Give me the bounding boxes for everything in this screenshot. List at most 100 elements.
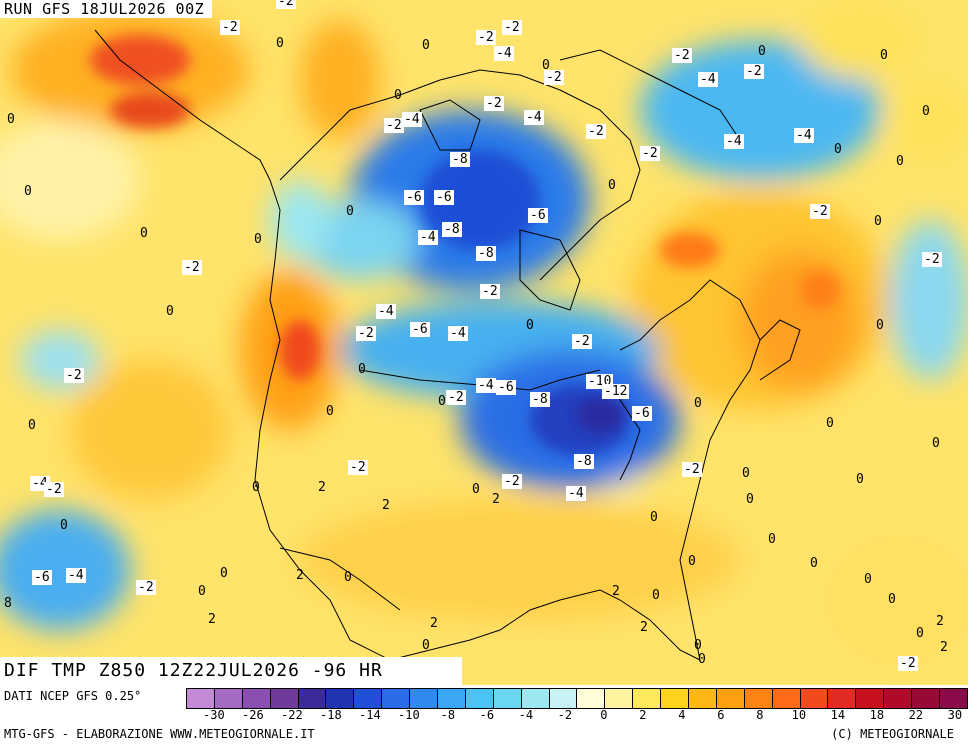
color-scale-bar <box>186 688 968 709</box>
contour-label: 0 <box>422 638 430 653</box>
contour-label: -2 <box>502 20 522 35</box>
contour-label: 0 <box>28 418 36 433</box>
contour-label: 2 <box>612 584 620 599</box>
color-swatch <box>549 689 578 708</box>
contour-label: 0 <box>276 36 284 51</box>
contour-label: -4 <box>376 304 396 319</box>
contour-label: -2 <box>744 64 764 79</box>
contour-label: -2 <box>480 284 500 299</box>
scale-tick-label: 22 <box>908 708 924 722</box>
contour-label: 0 <box>472 482 480 497</box>
contour-label: -8 <box>450 152 470 167</box>
contour-label: -6 <box>404 190 424 205</box>
contour-label: 0 <box>254 232 262 247</box>
scale-tick-label: 4 <box>678 708 686 722</box>
color-swatch <box>270 689 299 708</box>
color-swatch <box>438 689 466 708</box>
contour-label: 0 <box>166 304 174 319</box>
contour-label: 2 <box>640 620 648 635</box>
contour-label: -8 <box>574 454 594 469</box>
scale-tick-label: -30 <box>203 708 225 722</box>
contour-label: 0 <box>896 154 904 169</box>
contour-label: 2 <box>940 640 948 655</box>
contour-label: -4 <box>566 486 586 501</box>
contour-label: 0 <box>864 572 872 587</box>
contour-label: 0 <box>220 566 228 581</box>
color-swatch <box>689 689 717 708</box>
contour-label: 0 <box>394 88 402 103</box>
color-swatch <box>354 689 383 708</box>
color-swatch <box>382 689 411 708</box>
contour-label: -6 <box>410 322 430 337</box>
credit-left: MTG-GFS - ELABORAZIONE WWW.METEOGIORNALE… <box>4 727 315 741</box>
color-swatch <box>940 689 967 708</box>
contour-label: 0 <box>198 584 206 599</box>
contour-label: 2 <box>208 612 216 627</box>
contour-label: -2 <box>356 326 376 341</box>
contour-label: -2 <box>220 20 240 35</box>
contour-label: -2 <box>810 204 830 219</box>
contour-label: 0 <box>876 318 884 333</box>
scale-tick-label: -4 <box>518 708 534 722</box>
contour-label: -6 <box>496 380 516 395</box>
color-swatch <box>828 689 857 708</box>
color-swatch <box>856 689 885 708</box>
scale-tick-label: 10 <box>791 708 807 722</box>
contour-label: -8 <box>442 222 462 237</box>
contour-label: -2 <box>476 30 496 45</box>
contour-label: 0 <box>810 556 818 571</box>
color-swatch <box>493 689 522 708</box>
color-swatch <box>772 689 801 708</box>
contour-label: 0 <box>7 112 15 127</box>
contour-label: 0 <box>60 518 68 533</box>
color-swatch <box>800 689 829 708</box>
contour-label: 0 <box>694 638 702 653</box>
contour-label: -2 <box>384 118 404 133</box>
color-scale-ticks: -30 -26 -22 -18 -14 -10 -8 -6 -4 -2 0 2 4 6 8 10 14 18 22 3… <box>186 708 968 724</box>
scale-tick-label: -6 <box>479 708 495 722</box>
color-swatch <box>465 689 494 708</box>
contour-label: -2 <box>276 0 296 9</box>
contour-label: 0 <box>742 466 750 481</box>
contour-label: -2 <box>898 656 918 671</box>
contour-label: 0 <box>932 436 940 451</box>
contour-label: -4 <box>524 110 544 125</box>
color-swatch <box>716 689 745 708</box>
scale-tick-label: -26 <box>242 708 264 722</box>
contour-label: -2 <box>672 48 692 63</box>
contour-label: -2 <box>182 260 202 275</box>
contour-label: 0 <box>526 318 534 333</box>
contour-label: -4 <box>66 568 86 583</box>
color-swatch <box>214 689 243 708</box>
contour-label: -4 <box>724 134 744 149</box>
contour-label: -2 <box>64 368 84 383</box>
color-swatch <box>521 689 550 708</box>
scale-tick-label: 2 <box>639 708 647 722</box>
color-swatch <box>298 689 327 708</box>
scale-tick-label: -18 <box>320 708 342 722</box>
contour-label: -2 <box>922 252 942 267</box>
scale-tick-label: 0 <box>600 708 608 722</box>
scale-tick-label: 14 <box>830 708 846 722</box>
scale-tick-label: -10 <box>398 708 420 722</box>
color-swatch <box>661 689 690 708</box>
contour-label: -6 <box>32 570 52 585</box>
contour-label: 0 <box>922 104 930 119</box>
color-swatch <box>912 689 941 708</box>
contour-label: -2 <box>572 334 592 349</box>
contour-label: 0 <box>140 226 148 241</box>
contour-label: -8 <box>530 392 550 407</box>
contour-label: 0 <box>358 362 366 377</box>
contour-label: 0 <box>694 396 702 411</box>
contour-label: -4 <box>402 112 422 127</box>
temperature-anomaly-map <box>0 0 968 685</box>
contour-label: 0 <box>768 532 776 547</box>
scale-tick-label: -22 <box>281 708 303 722</box>
data-source-label: DATI NCEP GFS 0.25° <box>4 689 142 703</box>
color-swatch <box>326 689 355 708</box>
contour-label: 0 <box>880 48 888 63</box>
contour-label: 0 <box>326 404 334 419</box>
color-swatch <box>884 689 913 708</box>
color-swatch <box>744 689 773 708</box>
contour-label: -2 <box>502 474 522 489</box>
